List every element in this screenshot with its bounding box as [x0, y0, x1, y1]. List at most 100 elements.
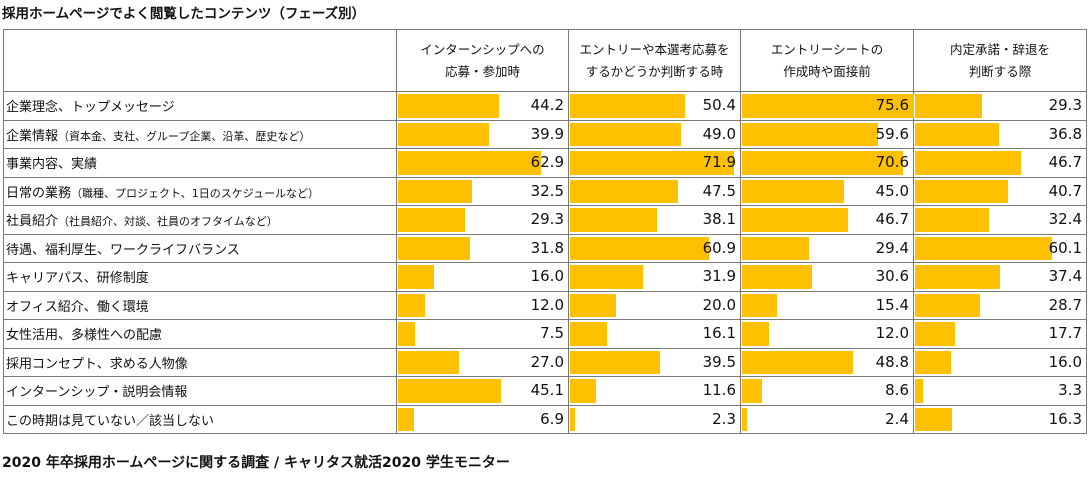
value-cell: 39.5 — [568, 347, 741, 377]
value-bar — [915, 407, 953, 431]
value-bar — [398, 236, 471, 260]
value-label: 6.9 — [540, 409, 564, 428]
row-label-text: インターンシップ・説明会情報 — [6, 385, 188, 401]
table-row: 日常の業務（職種、プロジェクト、1日のスケジュールなど） 32.5 47.5 45.0… — [3, 176, 1087, 206]
value-bar — [570, 151, 734, 175]
column-header-line: 作成時や面接前 — [783, 63, 871, 79]
value-bar — [742, 265, 812, 289]
row-label-note: （資本金、支社、グループ企業、沿革、歴史など） — [58, 129, 311, 143]
value-cell: 45.0 — [740, 176, 914, 206]
value-cell: 11.6 — [568, 376, 741, 406]
value-label: 47.5 — [702, 181, 736, 200]
row-label: キャリアパス、研修制度 — [3, 262, 397, 292]
value-bar — [398, 208, 465, 232]
value-bar — [915, 236, 1052, 260]
value-bar — [398, 179, 472, 203]
value-cell: 75.6 — [740, 91, 914, 121]
value-bar — [915, 379, 923, 403]
header-row: インターンシップへの 応募・参加時 エントリーや本選考応募を するかどうか判断す… — [3, 29, 1087, 92]
row-label-text: 企業情報 — [6, 128, 59, 144]
value-cell: 20.0 — [568, 290, 741, 320]
value-bar — [742, 94, 914, 118]
value-label: 15.4 — [875, 295, 909, 314]
value-cell: 3.3 — [913, 376, 1087, 406]
value-bar — [570, 236, 709, 260]
value-label: 45.0 — [875, 181, 909, 200]
value-label: 30.6 — [875, 267, 909, 285]
value-label: 31.8 — [530, 238, 564, 257]
column-header-line: するかどうか判断する時 — [585, 63, 724, 79]
value-cell: 31.9 — [568, 262, 741, 292]
value-bar — [570, 94, 685, 118]
chart-title: 採用ホームページでよく閲覧したコンテンツ（フェーズ別） — [2, 6, 366, 22]
value-cell: 12.0 — [740, 319, 914, 349]
value-bar — [915, 265, 1001, 289]
value-bar — [742, 322, 770, 346]
value-label: 16.3 — [1048, 409, 1082, 428]
row-label: 採用コンセプト、求める人物像 — [3, 347, 397, 377]
value-bar — [742, 208, 849, 232]
value-cell: 37.4 — [913, 262, 1087, 292]
value-cell: 29.4 — [740, 233, 914, 263]
row-label-text: 採用コンセプト、求める人物像 — [6, 356, 188, 372]
row-label: 企業理念、トップメッセージ — [3, 91, 397, 121]
source-note: 2020 年卒採用ホームページに関する調査 / キャリタス就活2020 学生モニ… — [2, 455, 510, 471]
value-label: 11.6 — [702, 381, 736, 399]
table-row: 企業情報（資本金、支社、グループ企業、沿革、歴史など） 39.9 49.0 59.6 3… — [3, 119, 1087, 149]
row-label-text: 事業内容、実績 — [6, 157, 98, 173]
value-cell: 7.5 — [396, 319, 569, 349]
row-label-text: オフィス紹介、働く環境 — [6, 299, 149, 315]
value-label: 60.9 — [702, 238, 736, 257]
value-label: 2.3 — [712, 409, 736, 428]
value-bar — [570, 122, 682, 146]
row-label: 女性活用、多様性への配慮 — [3, 319, 397, 349]
value-cell: 70.6 — [740, 148, 914, 178]
value-label: 31.9 — [702, 267, 736, 285]
value-bar — [398, 322, 416, 346]
value-cell: 28.7 — [913, 290, 1087, 320]
value-cell: 50.4 — [568, 91, 741, 121]
value-label: 39.9 — [530, 124, 564, 143]
value-label: 29.4 — [875, 238, 909, 257]
value-label: 36.8 — [1048, 124, 1082, 143]
value-label: 48.8 — [875, 352, 909, 371]
value-bar — [742, 236, 809, 260]
value-bar — [742, 151, 903, 175]
value-label: 75.6 — [875, 96, 909, 114]
row-label: この時期は見ていない／該当しない — [3, 404, 397, 434]
value-label: 40.7 — [1048, 181, 1082, 200]
value-bar — [742, 379, 762, 403]
value-label: 50.4 — [702, 96, 736, 114]
value-label: 16.0 — [1048, 352, 1082, 371]
value-label: 12.0 — [875, 324, 909, 342]
row-label-text: 社員紹介 — [6, 214, 59, 230]
value-bar — [915, 122, 999, 146]
row-label: 企業情報（資本金、支社、グループ企業、沿革、歴史など） — [3, 119, 397, 149]
column-header-line: インターンシップへの — [420, 41, 545, 57]
value-cell: 40.7 — [913, 176, 1087, 206]
column-header: エントリーシートの 作成時や面接前 — [740, 29, 914, 92]
value-cell: 32.5 — [396, 176, 569, 206]
value-bar — [570, 322, 607, 346]
row-label-note: （社員紹介、対談、社員のオフタイムなど） — [58, 215, 278, 229]
value-cell: 46.7 — [740, 205, 914, 235]
table-row: 採用コンセプト、求める人物像 27.0 39.5 48.8 16.0 — [3, 347, 1087, 377]
value-label: 16.1 — [702, 324, 736, 342]
row-label-text: 待遇、福利厚生、ワークライフバランス — [6, 242, 240, 258]
row-label-note: （職種、プロジェクト、1日のスケジュールなど） — [71, 186, 320, 200]
value-bar — [570, 179, 679, 203]
column-header-line: 判断する際 — [968, 63, 1032, 79]
table-row: インターンシップ・説明会情報 45.1 11.6 8.6 3.3 — [3, 376, 1087, 406]
value-bar — [398, 151, 542, 175]
value-label: 12.0 — [530, 295, 564, 314]
value-cell: 12.0 — [396, 290, 569, 320]
row-label-text: 日常の業務 — [6, 185, 72, 201]
value-label: 32.4 — [1048, 210, 1082, 228]
value-label: 29.3 — [530, 210, 564, 228]
column-header: エントリーや本選考応募を するかどうか判断する時 — [568, 29, 741, 92]
row-label: 待遇、福利厚生、ワークライフバランス — [3, 233, 397, 263]
row-label: インターンシップ・説明会情報 — [3, 376, 397, 406]
column-header: 内定承諾・辞退を 判断する際 — [913, 29, 1087, 92]
value-label: 60.1 — [1048, 238, 1082, 257]
value-label: 44.2 — [530, 96, 564, 114]
